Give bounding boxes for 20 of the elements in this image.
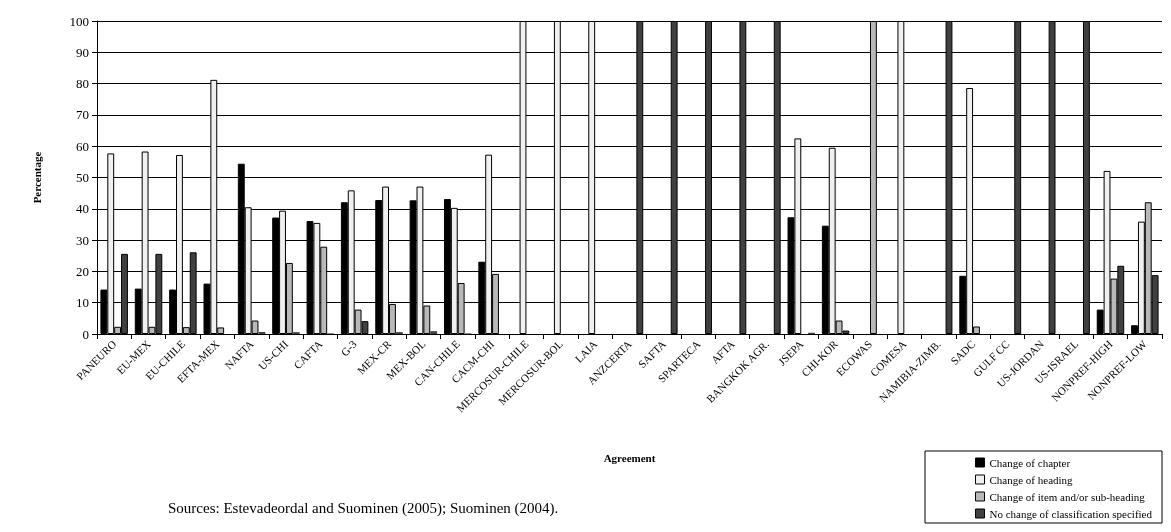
legend-label: Change of item and/or sub-heading	[989, 490, 1146, 503]
x-axis-title: Agreement	[603, 451, 656, 464]
x-tick-label: G-3	[338, 337, 360, 359]
y-tick-label: 20	[76, 263, 89, 279]
y-tick-label: 90	[76, 44, 89, 60]
y-tick-label: 0	[82, 326, 89, 342]
legend-label: Change of heading	[989, 473, 1074, 486]
y-axis-title: Percentage	[30, 151, 43, 204]
legend-label: No change of classification specified	[989, 507, 1153, 520]
y-tick-label: 40	[76, 201, 89, 217]
bar	[430, 331, 438, 334]
y-tick-label: 80	[76, 76, 89, 92]
legend-label: Change of chapter	[989, 456, 1071, 469]
y-tick-label: 100	[69, 13, 89, 29]
y-tick-label: 10	[76, 295, 89, 311]
y-tick-label: 30	[76, 232, 89, 248]
y-tick-label: 60	[76, 138, 89, 154]
y-tick-label: 50	[76, 170, 89, 185]
source-note: Sources: Estevadeordal and Suominen (2005); Suominen (2004).	[168, 499, 559, 517]
y-tick-label: 70	[76, 107, 89, 123]
